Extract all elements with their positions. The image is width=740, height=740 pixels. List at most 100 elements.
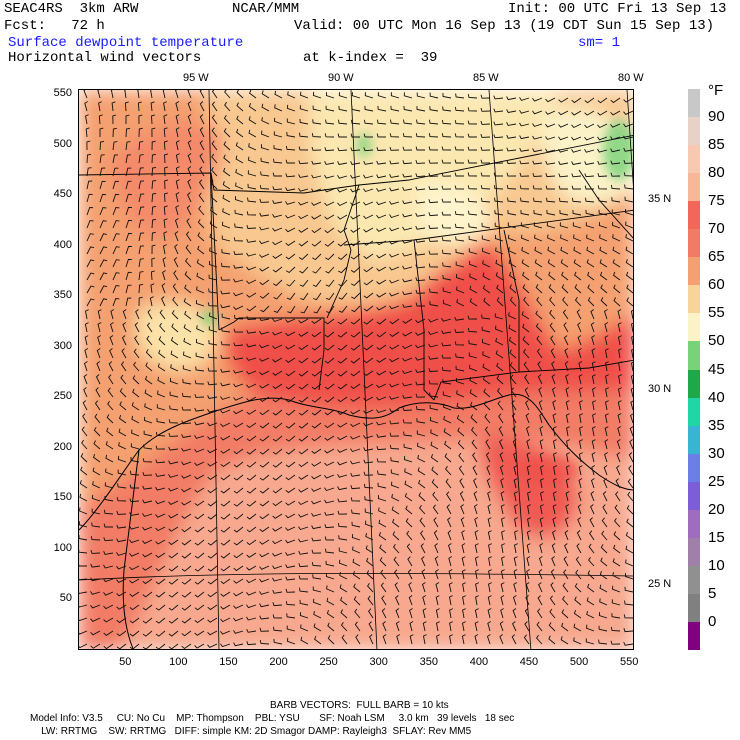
wind-barb (379, 544, 387, 554)
wind-barb (287, 91, 296, 99)
wind-barb (129, 591, 140, 597)
wind-barb (363, 188, 374, 193)
wind-barb (99, 154, 105, 164)
wind-barb (422, 595, 427, 606)
wind-barb (169, 391, 179, 398)
wind-barb (129, 617, 140, 624)
wind-barb (545, 136, 556, 140)
wind-barb (137, 90, 140, 99)
wind-barb (604, 413, 609, 424)
wind-barb (548, 271, 556, 281)
wind-barb (586, 246, 595, 255)
wind-barb (174, 218, 179, 229)
wind-barb (415, 133, 426, 138)
wind-barb (363, 174, 374, 179)
wind-barb (565, 504, 570, 515)
wind-barb (91, 522, 101, 528)
wind-barb (247, 170, 257, 177)
wind-barb (162, 90, 166, 99)
wind-barb (164, 192, 168, 203)
org-label: NCAR/MMM (232, 1, 300, 17)
wind-barb (540, 465, 544, 476)
wind-barb (171, 323, 179, 333)
wind-barb (376, 160, 387, 165)
wind-barb (614, 504, 621, 515)
wind-barb (103, 537, 114, 542)
wind-barb (429, 288, 439, 294)
wind-barb (487, 595, 492, 606)
wind-barb (207, 448, 218, 454)
wind-barb (523, 361, 530, 372)
wind-barb (429, 92, 439, 99)
wind-barb (324, 409, 335, 416)
wind-barb (79, 564, 87, 567)
wind-barb (298, 513, 309, 518)
wind-barb (103, 578, 114, 583)
wind-barb (402, 357, 413, 362)
wind-barb (168, 419, 179, 424)
wind-barb (224, 101, 231, 112)
wind-barb (584, 136, 595, 141)
wind-barb (545, 185, 555, 190)
wind-barb (121, 348, 127, 359)
wind-barb (220, 461, 231, 468)
wind-barb (131, 429, 140, 437)
model-info-line1: Model Info: V3.5 CU: No Cu MP: Thompson … (30, 713, 515, 724)
wind-barb (545, 110, 556, 115)
wind-barb (246, 316, 257, 320)
wind-barb (122, 309, 127, 320)
wind-barb (389, 200, 400, 205)
wind-barb (80, 453, 88, 463)
wind-barb (337, 383, 348, 390)
wind-barb (246, 279, 257, 285)
wind-barb (535, 310, 543, 320)
wind-barb (571, 173, 582, 178)
wind-barb (480, 159, 491, 164)
wind-barb (116, 591, 127, 597)
wind-barb (403, 105, 413, 112)
wind-barb (220, 513, 231, 520)
wind-barb (625, 234, 633, 242)
wind-barb (376, 147, 387, 151)
wind-barb (86, 246, 95, 255)
wind-barb (285, 500, 296, 506)
wind-barb (313, 292, 322, 301)
wind-barb (324, 461, 335, 467)
wind-barb (395, 621, 400, 632)
wind-barb (435, 595, 440, 606)
wind-barb (168, 604, 179, 611)
wind-barb (482, 375, 491, 385)
wind-barb (326, 585, 335, 593)
wind-barb (591, 465, 596, 476)
wind-barb (298, 240, 309, 247)
wind-barb (175, 101, 180, 112)
wind-barb (207, 408, 218, 413)
wind-barb (129, 512, 140, 516)
wind-barb (207, 435, 218, 440)
wind-barb (132, 388, 140, 398)
wind-barb (512, 608, 517, 619)
wind-barb (161, 296, 166, 307)
wind-barb (428, 318, 439, 323)
wind-barb (415, 173, 426, 178)
wind-barb (103, 591, 114, 596)
wind-barb (131, 402, 140, 411)
wind-barb (311, 331, 322, 338)
wind-barb (573, 259, 582, 268)
wind-barb (508, 336, 517, 346)
wind-barb (350, 214, 361, 220)
wind-barb (194, 591, 205, 598)
wind-barb (246, 305, 257, 312)
wind-barb (409, 608, 413, 619)
wind-barb (337, 344, 348, 351)
wind-barb (448, 595, 453, 606)
wind-barb (181, 565, 192, 572)
wind-barb (417, 442, 426, 450)
wind-barb (103, 509, 114, 515)
wind-barb (600, 297, 608, 307)
wind-barb (272, 448, 283, 455)
wind-barb (579, 426, 583, 437)
wind-barb (467, 159, 477, 164)
wind-barb (471, 426, 478, 437)
wind-barb (389, 383, 400, 388)
